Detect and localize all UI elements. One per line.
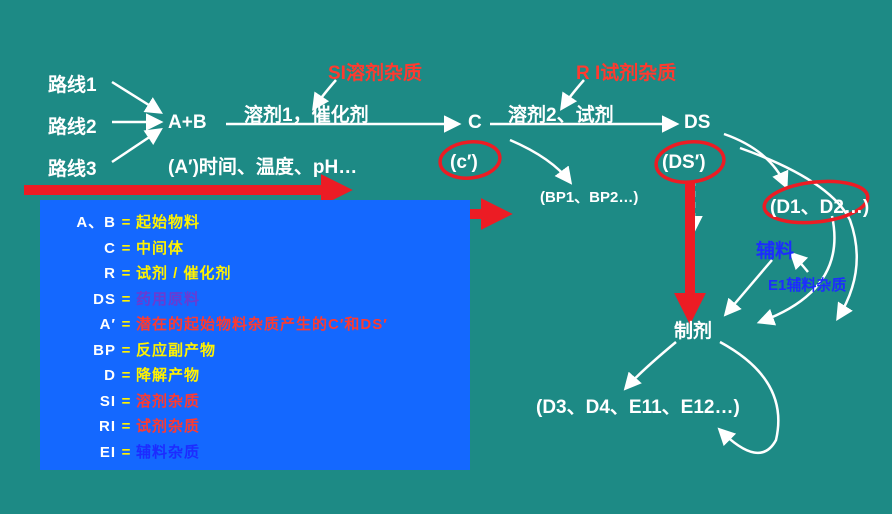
label-route3: 路线3 bbox=[48, 154, 97, 181]
curve-e1-ex bbox=[792, 254, 808, 272]
label-cprime: (c′) bbox=[450, 152, 478, 174]
label-ds: DS bbox=[684, 112, 710, 134]
label-d12: (D1、D2…) bbox=[770, 192, 869, 219]
legend-box: A、B=起始物料C=中间体R=试剂 / 催化剂DS=药用原料A′=潜在的起始物料… bbox=[40, 200, 470, 470]
arrow-ex-dp bbox=[726, 260, 772, 314]
label-formu: 制剂 bbox=[674, 316, 712, 343]
legend-row: C=中间体 bbox=[54, 236, 456, 262]
legend-row: D=降解产物 bbox=[54, 363, 456, 389]
label-aprime: (A′)时间、温度、pH… bbox=[168, 152, 357, 179]
legend-row: EI=辅料杂质 bbox=[54, 440, 456, 466]
label-excip: 辅料 bbox=[756, 236, 794, 263]
label-route1: 路线1 bbox=[48, 70, 97, 97]
curve-fm-d3l bbox=[626, 342, 676, 388]
label-solv1: 溶剂1，催化剂 bbox=[244, 100, 369, 127]
label-ab: A+B bbox=[168, 112, 207, 134]
arrow-r1-ab bbox=[112, 82, 160, 112]
label-solv2: 溶剂2、试剂 bbox=[508, 100, 614, 127]
legend-row: R=试剂 / 催化剂 bbox=[54, 261, 456, 287]
legend-row: A、B=起始物料 bbox=[54, 210, 456, 236]
legend-row: RI=试剂杂质 bbox=[54, 414, 456, 440]
label-e1: E1辅料杂质 bbox=[768, 274, 846, 295]
label-d3: (D3、D4、E11、E12…) bbox=[536, 392, 740, 419]
label-ri: R I试剂杂质 bbox=[576, 58, 676, 85]
legend-row: DS=药用原料 bbox=[54, 287, 456, 313]
legend-row: SI=溶剂杂质 bbox=[54, 389, 456, 415]
label-route2: 路线2 bbox=[48, 112, 97, 139]
label-bp: (BP1、BP2…) bbox=[540, 186, 638, 207]
label-c: C bbox=[468, 112, 482, 134]
label-dsprime: (DS′) bbox=[662, 152, 706, 174]
curve-c-bp bbox=[510, 140, 570, 182]
curve-d12-fm bbox=[760, 216, 834, 322]
legend-row: BP=反应副产物 bbox=[54, 338, 456, 364]
legend-row: A′=潜在的起始物料杂质产生的C′和DS′ bbox=[54, 312, 456, 338]
curve-ds-r1 bbox=[724, 134, 786, 186]
arrow-r3-ab bbox=[112, 130, 160, 162]
label-si: SI溶剂杂质 bbox=[328, 58, 422, 85]
